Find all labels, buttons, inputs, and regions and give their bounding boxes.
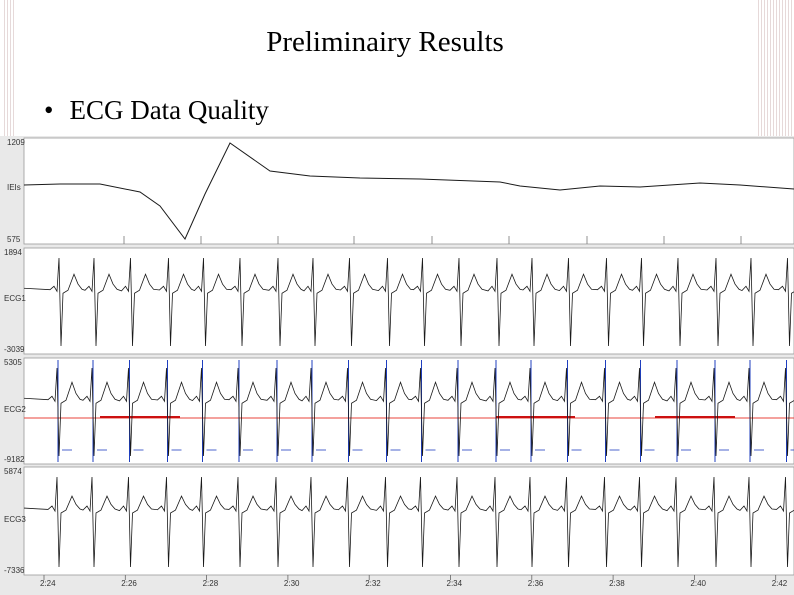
ecg1-top-label: 1894 bbox=[4, 248, 22, 257]
ecg3-top-label: 5874 bbox=[4, 467, 22, 476]
bullet-item: • ECG Data Quality bbox=[44, 95, 269, 126]
ecg3-trace bbox=[23, 476, 794, 568]
x-tick-label: 2:26 bbox=[121, 579, 137, 588]
ecg1-bottom-label: -3039 bbox=[4, 345, 25, 354]
ecg-plot-svg bbox=[23, 137, 794, 580]
x-tick-label: 2:40 bbox=[690, 579, 706, 588]
x-tick-label: 2:42 bbox=[771, 579, 788, 588]
ecg1-name-label: ECG1 bbox=[4, 294, 26, 303]
ecg2-name-label: ECG2 bbox=[4, 405, 26, 414]
ecg1-panel bbox=[23, 247, 794, 355]
x-tick-label: 2:30 bbox=[283, 579, 300, 588]
bullet-text: ECG Data Quality bbox=[69, 95, 269, 125]
ieis-name-label: IEIs bbox=[7, 183, 21, 192]
ecg3-name-label: ECG3 bbox=[4, 515, 26, 524]
ecg3-panel bbox=[23, 466, 794, 576]
x-tick-label: 2:34 bbox=[446, 579, 463, 588]
ecg2-bottom-label: -9182 bbox=[4, 455, 25, 464]
ecg1-trace bbox=[23, 257, 794, 347]
ecg3-bottom-label: -7336 bbox=[4, 566, 25, 575]
ieis-bottom-label: 575 bbox=[7, 235, 21, 244]
slide-title: Preliminairy Results bbox=[266, 26, 504, 58]
slide-border-right bbox=[758, 0, 794, 136]
ecg2-trace bbox=[23, 367, 794, 457]
ieis-trace bbox=[23, 142, 794, 240]
ecg-figure: 1209 IEIs 575 1894 ECG1 -3039 5305 ECG2 … bbox=[0, 136, 794, 595]
x-tick-label: 2:24 bbox=[40, 579, 56, 588]
x-tick-label: 2:28 bbox=[202, 579, 219, 588]
slide-border-left bbox=[4, 0, 16, 136]
ecg2-panel bbox=[23, 357, 794, 465]
ieis-panel bbox=[23, 137, 794, 245]
x-tick-label: 2:36 bbox=[527, 579, 544, 588]
x-tick-label: 2:32 bbox=[365, 579, 381, 588]
ecg2-top-label: 5305 bbox=[4, 358, 22, 367]
x-tick-label: 2:38 bbox=[609, 579, 625, 588]
bullet-marker: • bbox=[44, 95, 54, 125]
ieis-top-label: 1209 bbox=[7, 138, 25, 147]
